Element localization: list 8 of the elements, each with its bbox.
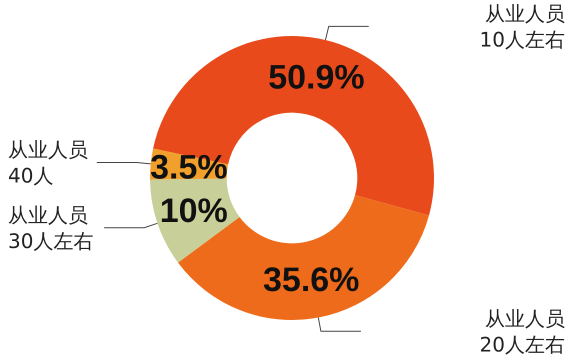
data-label: 50.9%: [268, 58, 365, 96]
slice-label: 从业人员 20人左右: [480, 306, 565, 356]
slice-label: 从业人员 10人左右: [480, 1, 565, 52]
data-label: 35.6%: [263, 260, 360, 299]
data-label: 3.5%: [150, 148, 228, 187]
data-label: 10%: [160, 192, 228, 230]
slice-label: 从业人员 40人: [8, 138, 88, 188]
slice-label: 从业人员 30人左右: [8, 202, 94, 253]
